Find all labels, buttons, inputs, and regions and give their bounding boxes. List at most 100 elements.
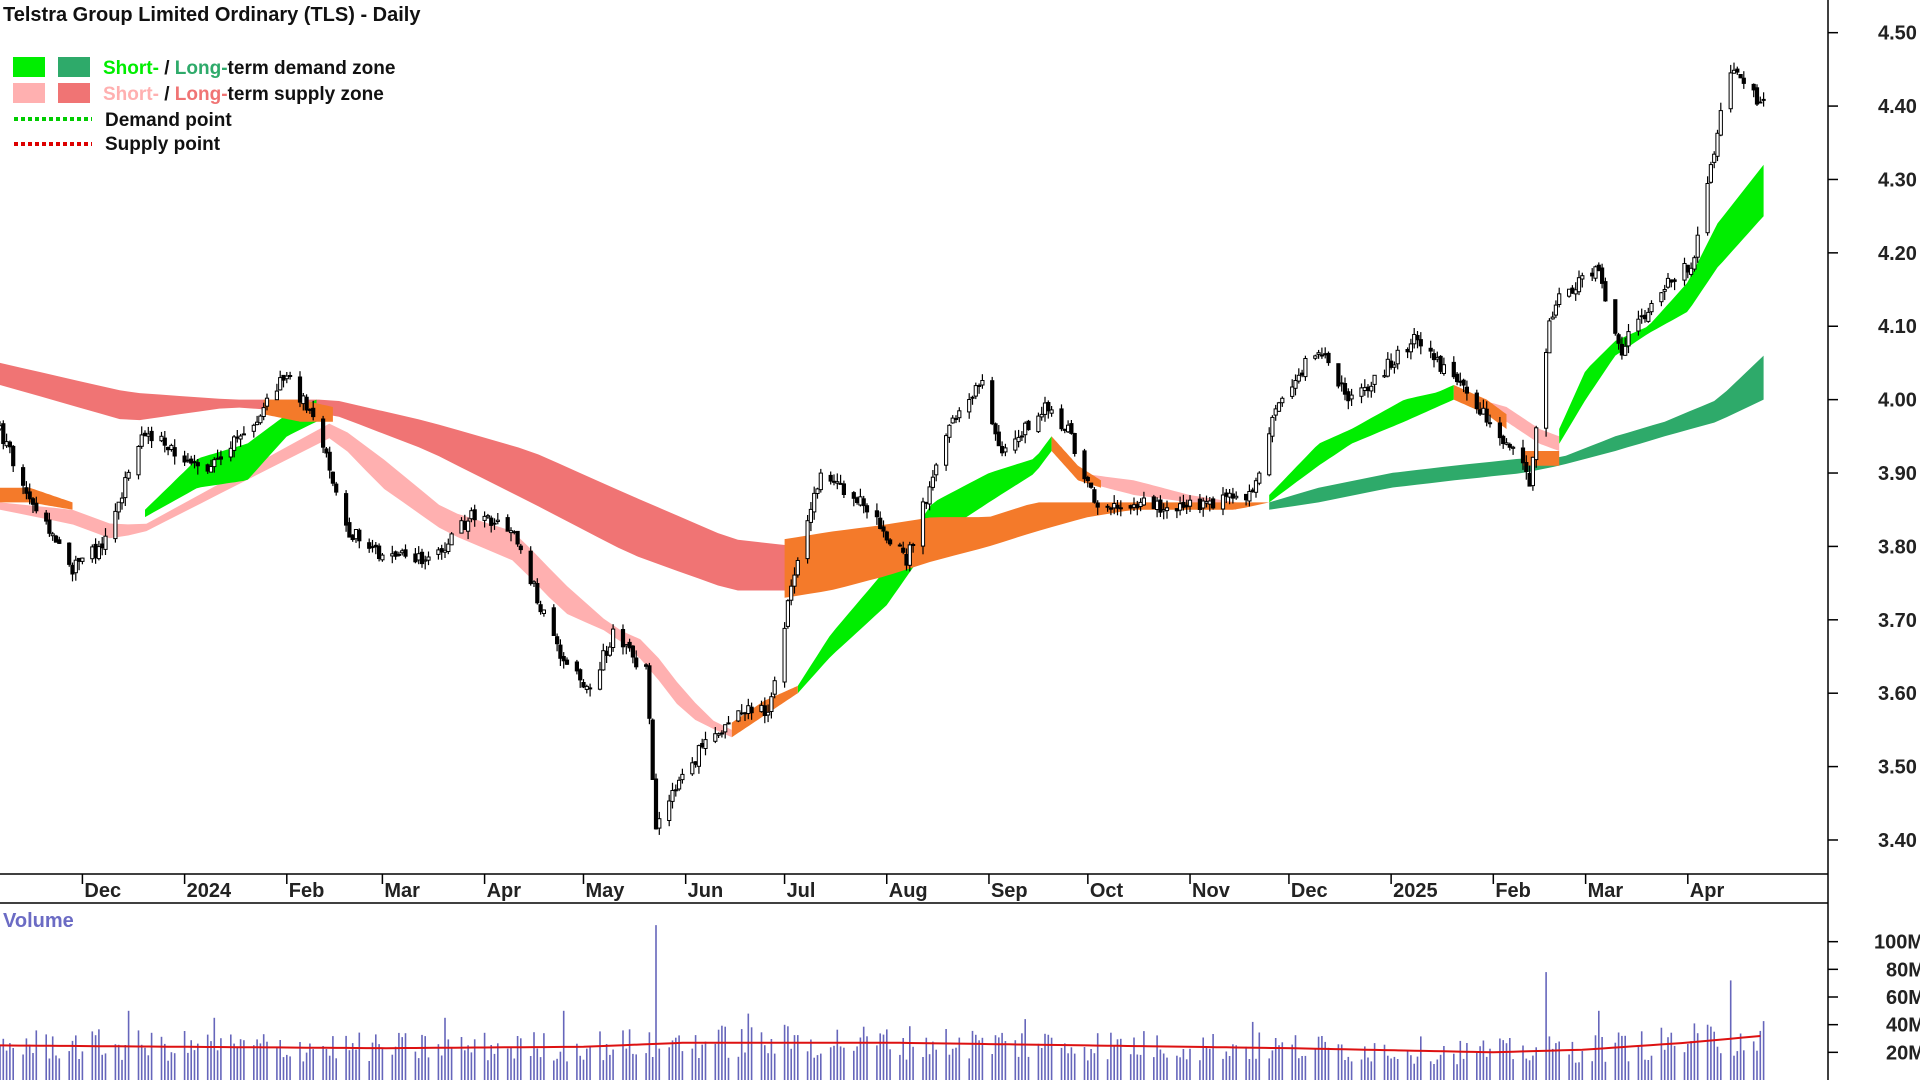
price-tick-label: 4.20: [1878, 243, 1917, 265]
candle-body-up: [1395, 349, 1400, 365]
candle-body-up: [1623, 345, 1628, 356]
candle-body-down: [1135, 504, 1140, 509]
candle-body-down: [1089, 482, 1094, 488]
candle-body-down: [297, 376, 303, 403]
candle: [489, 515, 494, 533]
candle-body-down: [1069, 423, 1074, 434]
candle-body-up: [1550, 316, 1555, 320]
candle-body-down: [970, 396, 975, 399]
candle-body-up: [1557, 293, 1562, 305]
candle: [73, 555, 78, 581]
candle: [518, 543, 523, 554]
candle-body-up: [1276, 402, 1282, 412]
candle-body-up: [1013, 438, 1018, 451]
candle: [1280, 396, 1285, 407]
candle: [1735, 66, 1740, 75]
candle-body-down: [1059, 408, 1064, 430]
volume-tick-label: 20M: [1886, 1042, 1920, 1064]
candle-body-up: [1023, 422, 1028, 436]
price-tick-label: 3.50: [1878, 757, 1917, 779]
candle: [182, 450, 187, 466]
candle-body-down: [762, 705, 767, 716]
candle-body-up: [1019, 435, 1024, 438]
candle: [1705, 176, 1710, 236]
candle-body-down: [462, 520, 467, 531]
candle-body-down: [1507, 443, 1512, 448]
candle: [1751, 83, 1756, 98]
legend-supply-long: Long-: [175, 84, 228, 105]
candle: [1389, 353, 1394, 370]
candle-body-up: [192, 461, 197, 464]
candle: [881, 520, 886, 538]
candle: [1019, 431, 1024, 441]
candle: [1758, 96, 1763, 104]
candle: [841, 480, 846, 498]
candle-body-down: [324, 448, 329, 454]
candle-body-down: [505, 517, 510, 532]
candle-body-up: [1042, 402, 1048, 415]
candle-body-up: [967, 399, 972, 413]
candle-body-down: [11, 445, 16, 467]
candle-body-down: [304, 396, 309, 411]
candle: [1464, 380, 1470, 401]
candle-body-down: [1616, 334, 1621, 344]
candle-body-up: [466, 520, 471, 532]
candle: [789, 579, 794, 606]
candle-body-up: [1593, 266, 1598, 279]
time-tick-label: Aug: [889, 880, 928, 902]
candle-body-down: [67, 542, 72, 565]
candle: [1520, 439, 1526, 470]
legend-demand-long: Long-: [175, 58, 228, 79]
candle: [126, 469, 131, 481]
candle-body-down: [1151, 496, 1156, 510]
candle-body-down: [561, 656, 566, 662]
candle-body-down: [644, 664, 649, 667]
candle: [1451, 356, 1456, 380]
price-tick-label: 4.50: [1878, 23, 1917, 45]
candle-body-down: [1761, 98, 1766, 101]
candle-body-up: [1227, 492, 1232, 498]
candle-body-up: [169, 444, 174, 450]
candle-body-down: [419, 551, 425, 565]
candle-body-down: [44, 512, 49, 522]
candle-body-up: [1247, 491, 1252, 502]
time-axis: Dec 2024 Feb Mar Apr May Jun Jul Aug Sep Oct Nov Dec…: [81, 874, 1724, 902]
candle-body-down: [195, 462, 200, 467]
price-tick-label: 4.00: [1878, 390, 1917, 412]
candle-body-up: [1705, 183, 1710, 234]
candle: [1626, 324, 1631, 354]
time-tick-label: 2024: [187, 880, 232, 902]
candle-body-up: [1131, 504, 1137, 508]
candle: [1039, 406, 1044, 421]
candle: [772, 676, 777, 699]
candle-body-up: [1728, 72, 1733, 110]
candle: [1530, 456, 1536, 491]
candle-body-up: [1141, 497, 1147, 506]
candle-body-down: [205, 464, 210, 472]
candle-body-down: [953, 418, 959, 420]
candle-body-down: [1389, 360, 1394, 368]
candle-body-up: [1708, 164, 1714, 183]
candle: [103, 528, 108, 555]
candle-body-up: [1036, 415, 1041, 433]
candle-body-down: [578, 669, 583, 681]
candle-body-up: [1639, 315, 1644, 318]
candle: [696, 744, 701, 774]
candle-body-down: [1672, 279, 1677, 282]
candle-body-down: [634, 657, 639, 668]
candle: [1580, 272, 1585, 288]
candle-body-up: [1220, 494, 1226, 510]
candle-body-down: [34, 502, 39, 512]
volume-tick-label: 40M: [1886, 1015, 1920, 1037]
candle: [505, 514, 510, 532]
zone-band-transition: [784, 502, 1270, 598]
candle-body-up: [228, 447, 233, 458]
candle: [588, 683, 593, 697]
candle: [1115, 500, 1120, 516]
candle-body-up: [1682, 263, 1687, 281]
candle-body-up: [426, 556, 431, 561]
candle-body-up: [1385, 358, 1390, 377]
candle-body-down: [1319, 354, 1325, 357]
candle: [749, 702, 754, 720]
candle-body-up: [957, 410, 962, 419]
